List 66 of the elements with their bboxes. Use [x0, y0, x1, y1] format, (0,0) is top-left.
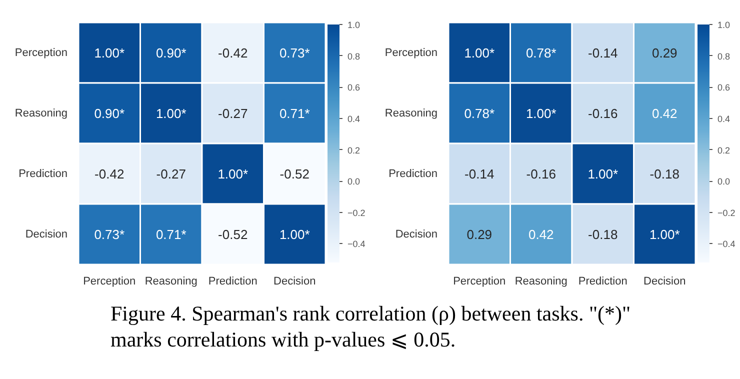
data-label: 1.00* — [94, 45, 125, 60]
y-tick-label: Decision — [25, 228, 68, 240]
data-label: 0.29 — [466, 226, 492, 242]
data-label: -0.18 — [588, 226, 618, 242]
data-label: -0.16 — [526, 166, 556, 182]
data-label: 0.29 — [652, 45, 678, 60]
data-label: -0.27 — [218, 106, 248, 121]
data-label: -0.14 — [588, 45, 618, 60]
x-tick-label: Perception — [83, 276, 136, 288]
x-tick-label: Prediction — [208, 276, 258, 288]
y-tick-label: Reasoning — [14, 107, 68, 120]
color-bar-label: −0.2 — [348, 208, 366, 218]
color-bar-label: 0.0 — [718, 176, 730, 187]
x-tick-label: Reasoning — [514, 276, 568, 288]
data-label: 1.00* — [526, 106, 556, 121]
color-bar-label: −0.4 — [348, 239, 366, 250]
y-tick-label: Decision — [395, 228, 438, 240]
x-tick-label: Perception — [453, 276, 506, 288]
x-tick-label: Decision — [274, 276, 316, 288]
x-tick-label: Decision — [644, 276, 686, 288]
data-label: 0.78* — [526, 45, 556, 60]
data-label: -0.14 — [464, 166, 494, 182]
text: marks correlations with p-values ⩽ 0.05. — [110, 328, 456, 352]
color-bar-label: 0.6 — [718, 82, 730, 93]
data-label: 0.73* — [279, 45, 310, 60]
data-label: 0.90* — [156, 45, 186, 60]
data-label: 0.90* — [94, 106, 125, 121]
color-bar-label: 0.4 — [718, 114, 730, 124]
data-label: -0.42 — [218, 45, 248, 60]
data-label: -0.52 — [218, 226, 248, 242]
color-bar-label: 0.4 — [348, 114, 360, 124]
data-label: -0.16 — [588, 106, 618, 121]
data-label: 1.00* — [218, 166, 248, 182]
data-label: -0.52 — [280, 166, 310, 182]
color-bar-label: 1.0 — [348, 20, 360, 30]
color-bar-label: 0.8 — [718, 51, 730, 62]
color-bar-label: 0.0 — [348, 176, 360, 187]
data-label: 1.00* — [279, 226, 310, 242]
data-label: 1.00* — [588, 166, 618, 182]
color-bar-label: 0.6 — [348, 82, 360, 93]
caption: Figure 4. Spearman's rank correlation (ρ) between tasks. "(*)" — [110, 302, 631, 326]
x-tick-label: Prediction — [578, 276, 628, 288]
data-label: -0.18 — [650, 166, 680, 182]
data-label: -0.42 — [94, 166, 124, 182]
data-label: 1.00* — [464, 45, 495, 60]
x-tick-label: Reasoning — [144, 276, 198, 288]
color-bar-label: 0.8 — [348, 51, 360, 62]
data-label: 1.00* — [156, 106, 186, 121]
y-tick-label: Perception — [14, 46, 68, 59]
data-label: 0.78* — [464, 106, 495, 121]
y-tick-label: Prediction — [18, 168, 68, 180]
data-label: 0.73* — [94, 226, 125, 242]
data-label: -0.27 — [156, 166, 186, 182]
color-bar-label: −0.4 — [718, 239, 736, 250]
data-label: 0.42 — [528, 226, 554, 242]
y-tick-label: Prediction — [388, 168, 438, 180]
y-tick-label: Perception — [384, 46, 438, 59]
color-bar-label: 1.0 — [718, 20, 730, 30]
data-label: 0.71* — [156, 226, 186, 242]
y-tick-label: Reasoning — [384, 107, 438, 120]
data-label: 0.71* — [279, 106, 310, 121]
data-label: 1.00* — [649, 226, 680, 242]
color-bar-label: −0.2 — [718, 208, 736, 218]
color-bar-label: 0.2 — [348, 145, 360, 156]
data-label: 0.42 — [652, 106, 678, 121]
color-bar-label: 0.2 — [718, 145, 730, 156]
